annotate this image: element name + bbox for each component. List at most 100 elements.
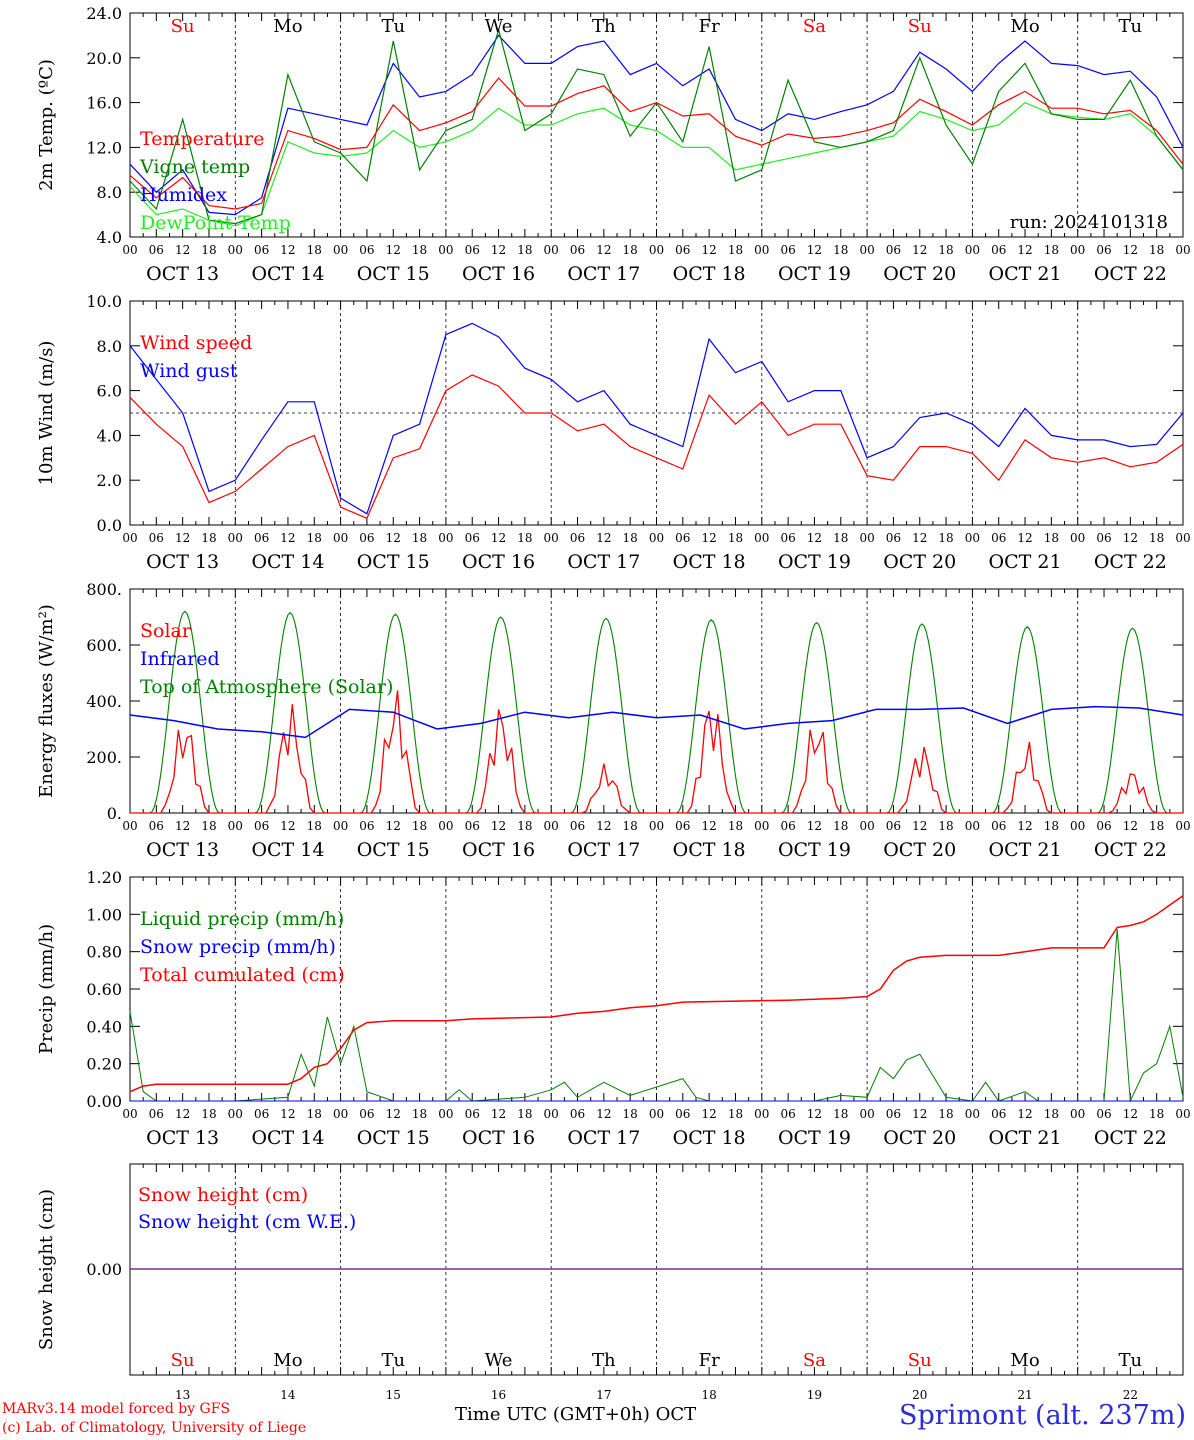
date-label: OCT 15: [357, 839, 430, 861]
date-label: OCT 15: [357, 263, 430, 285]
hour-tick-label: 06: [570, 819, 585, 833]
day-number-label: 14: [280, 1388, 296, 1402]
hour-tick-label: 18: [1149, 1107, 1164, 1121]
series-line: [129, 895, 1184, 1093]
y-tick-label: 0.: [107, 804, 122, 823]
hour-tick-label: 00: [544, 243, 559, 257]
date-label: OCT 16: [462, 263, 535, 285]
panel-4: 0.00 0.20 0.40 0.60 0.80 1.00 1.20 Precip (mm/h…: [36, 868, 1191, 1149]
series-line: [129, 34, 1184, 216]
hour-tick-label: 12: [175, 1107, 190, 1121]
legend-entry: Wind gust: [140, 360, 238, 382]
hour-tick-label: 06: [780, 531, 795, 545]
hour-tick-label: 00: [228, 819, 243, 833]
hour-tick-label: 18: [307, 243, 322, 257]
hour-tick-label: 00: [649, 819, 664, 833]
date-label: OCT 20: [883, 1127, 956, 1149]
solar-curve: [445, 709, 552, 814]
hour-tick-label: 06: [675, 531, 690, 545]
solar-curve: [761, 729, 868, 814]
y-tick-label: 0.0: [97, 516, 122, 535]
y-tick-label: 0.60: [86, 980, 122, 999]
date-label: OCT 13: [146, 551, 219, 573]
hour-tick-label: 18: [623, 819, 638, 833]
hour-tick-label: 00: [965, 243, 980, 257]
hour-tick-label: 06: [1096, 819, 1111, 833]
toa-solar-curve: [340, 613, 446, 814]
hour-tick-label: 06: [359, 531, 374, 545]
hour-tick-label: 00: [228, 531, 243, 545]
day-number-label: 15: [386, 1388, 401, 1402]
hour-tick-label: 18: [938, 531, 953, 545]
hour-tick-label: 12: [807, 819, 822, 833]
hour-tick-label: 00: [649, 1107, 664, 1121]
date-label: OCT 18: [673, 1127, 746, 1149]
legend-entry: Wind speed: [140, 332, 252, 354]
y-axis-label: Precip (mm/h): [36, 924, 57, 1054]
hour-tick-label: 00: [228, 243, 243, 257]
solar-curve: [972, 741, 1078, 814]
y-tick-label: 0.40: [86, 1017, 122, 1036]
hour-tick-label: 12: [596, 819, 611, 833]
hour-tick-label: 00: [228, 1107, 243, 1121]
day-of-week-label: Mo: [1010, 16, 1039, 37]
day-of-week-label: Tu: [381, 16, 405, 37]
hour-tick-label: 12: [280, 243, 295, 257]
date-label: OCT 13: [146, 839, 219, 861]
day-of-week-label: Mo: [1010, 1350, 1039, 1371]
y-axis-label: 10m Wind (m/s): [36, 341, 57, 486]
hour-tick-label: 12: [386, 243, 401, 257]
hour-tick-label: 00: [122, 243, 137, 257]
series-line: [129, 101, 1184, 227]
date-label: OCT 22: [1094, 263, 1167, 285]
hour-tick-label: 00: [649, 531, 664, 545]
day-of-week-label: Su: [171, 16, 195, 37]
hour-tick-label: 12: [702, 1107, 717, 1121]
hour-tick-label: 12: [596, 243, 611, 257]
hour-tick-label: 18: [412, 531, 427, 545]
day-of-week-label: Su: [908, 16, 932, 37]
hour-tick-label: 12: [1017, 243, 1032, 257]
legend-entry: Vigne temp: [139, 156, 250, 178]
day-of-week-label: Sa: [803, 1350, 826, 1371]
hour-tick-label: 06: [675, 1107, 690, 1121]
hour-tick-label: 18: [1149, 819, 1164, 833]
hour-tick-label: 00: [333, 819, 348, 833]
plot-frame: [129, 588, 1184, 814]
date-label: OCT 20: [883, 839, 956, 861]
hour-tick-label: 00: [859, 531, 874, 545]
hour-tick-label: 06: [886, 243, 901, 257]
hour-tick-label: 00: [438, 243, 453, 257]
hour-tick-label: 00: [1175, 531, 1190, 545]
y-axis-label: Energy fluxes (W/m²): [36, 604, 57, 798]
legend-entry: DewPoint Temp: [140, 212, 291, 234]
hour-tick-label: 00: [859, 819, 874, 833]
legend-entry: Temperature: [140, 128, 264, 150]
hour-tick-label: 00: [333, 1107, 348, 1121]
hour-tick-label: 00: [544, 531, 559, 545]
hour-tick-label: 12: [807, 1107, 822, 1121]
hour-tick-label: 00: [438, 531, 453, 545]
hour-tick-label: 06: [991, 1107, 1006, 1121]
hour-tick-label: 06: [1096, 1107, 1111, 1121]
hour-tick-label: 00: [438, 1107, 453, 1121]
hour-tick-label: 06: [359, 1107, 374, 1121]
panel-1: 4.0 8.0 12.0 16.0 20.0 24.0 2m Temp. (ºC) 00 06 1…: [36, 4, 1191, 285]
solar-curve: [656, 710, 762, 814]
hour-tick-label: 12: [596, 1107, 611, 1121]
solar-curve: [235, 704, 341, 814]
y-axis-label: Snow height (cm): [36, 1189, 57, 1350]
hour-tick-label: 12: [596, 531, 611, 545]
hour-tick-label: 06: [149, 1107, 164, 1121]
hour-tick-label: 18: [201, 819, 216, 833]
hour-tick-label: 18: [307, 1107, 322, 1121]
hour-tick-label: 06: [1096, 531, 1111, 545]
hour-tick-label: 18: [517, 243, 532, 257]
hour-tick-label: 12: [702, 531, 717, 545]
day-number-label: 21: [1017, 1388, 1032, 1402]
day-number-label: 16: [491, 1388, 506, 1402]
toa-solar-curve: [867, 623, 973, 814]
hour-tick-label: 06: [1096, 243, 1111, 257]
hour-tick-label: 18: [412, 243, 427, 257]
hour-tick-label: 06: [780, 243, 795, 257]
